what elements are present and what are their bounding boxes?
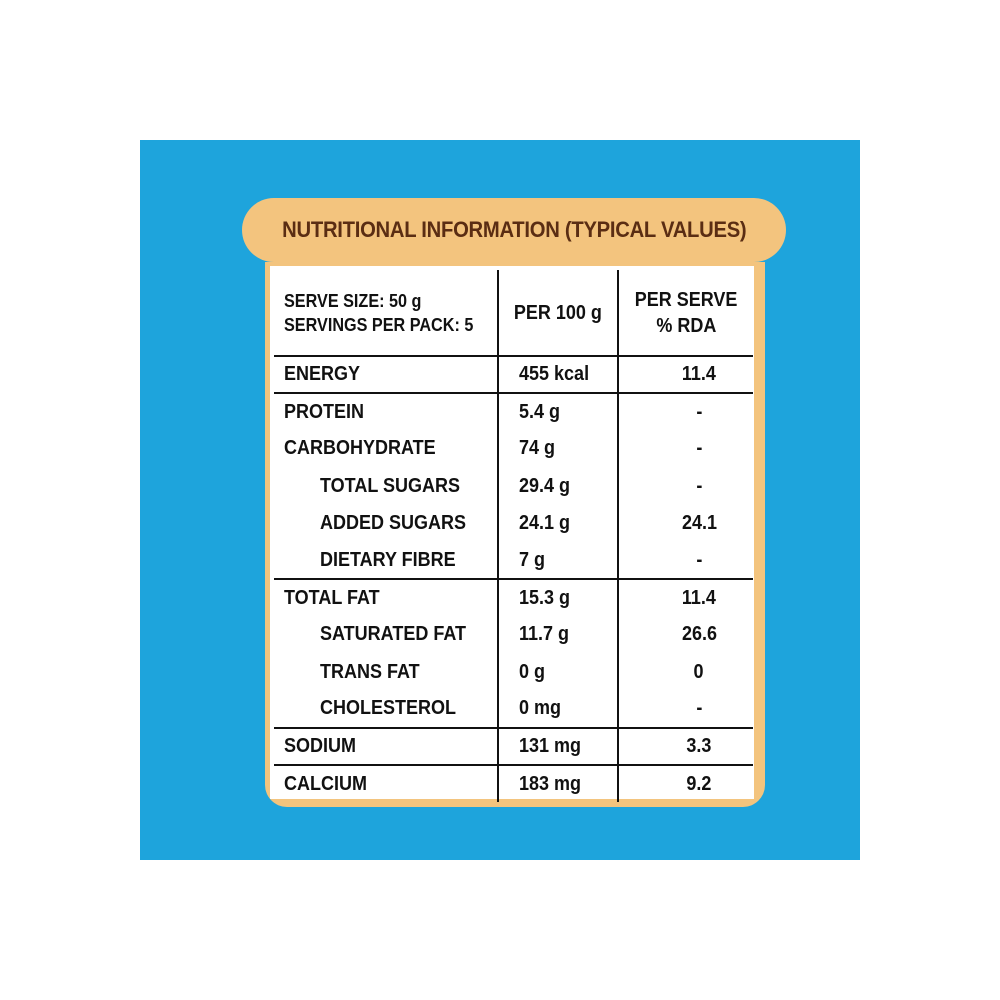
nutrient-name: TOTAL SUGARS — [320, 474, 461, 497]
nutrition-label-body: SERVE SIZE: 50 g SERVINGS PER PACK: 5 PE… — [270, 266, 754, 803]
per-100g-value: 0 mg — [519, 697, 562, 720]
table-row-total-sugars: TOTAL SUGARS 29.4 g - — [274, 467, 753, 505]
label-title: NUTRITIONAL INFORMATION (TYPICAL VALUES) — [281, 217, 747, 242]
per-100g-value: 15.3 g — [519, 586, 571, 609]
per-serve-rda-header: PER SERVE % RDA — [618, 270, 753, 357]
table-header-row: SERVE SIZE: 50 g SERVINGS PER PACK: 5 PE… — [274, 270, 753, 357]
table-row-calcium: CALCIUM 183 mg 9.2 — [274, 764, 753, 803]
per-100g-value: 0 g — [519, 660, 546, 683]
nutrient-name: PROTEIN — [284, 400, 365, 423]
table-row-total-fat: TOTAL FAT 15.3 g 11.4 — [274, 578, 753, 617]
serve-size-label: SERVE SIZE: 50 g — [284, 290, 422, 311]
table-row-protein: PROTEIN 5.4 g - — [274, 392, 753, 431]
nutrition-label-card: SERVE SIZE: 50 g SERVINGS PER PACK: 5 PE… — [265, 262, 765, 807]
nutrient-name: TRANS FAT — [320, 660, 420, 683]
table-row-sodium: SODIUM 131 mg 3.3 — [274, 726, 753, 766]
per-100g-value: 11.7 g — [519, 623, 570, 646]
title-banner: NUTRITIONAL INFORMATION (TYPICAL VALUES) — [242, 198, 786, 262]
serving-info-header: SERVE SIZE: 50 g SERVINGS PER PACK: 5 — [274, 270, 498, 357]
servings-per-pack-label: SERVINGS PER PACK: 5 — [284, 314, 474, 335]
per-100g-value: 29.4 g — [519, 474, 571, 497]
rda-value: 11.4 — [681, 363, 717, 386]
rda-value: 11.4 — [681, 586, 717, 609]
rda-value: - — [695, 697, 702, 720]
nutrient-name: SODIUM — [284, 734, 356, 757]
nutrient-name: ADDED SUGARS — [320, 511, 467, 534]
table-row-cholesterol: CHOLESTEROL 0 mg - — [274, 690, 753, 728]
nutrient-name: ENERGY — [284, 363, 361, 386]
per-100g-value: 131 mg — [519, 734, 582, 757]
rda-value: 3.3 — [686, 734, 712, 757]
nutrition-table: SERVE SIZE: 50 g SERVINGS PER PACK: 5 PE… — [274, 270, 753, 803]
table-row-energy: ENERGY 455 kcal 11.4 — [274, 356, 753, 394]
per-100g-value: 24.1 g — [519, 511, 571, 534]
per-100g-value: 7 g — [519, 548, 546, 571]
rda-value: - — [695, 474, 702, 497]
rda-value: - — [695, 437, 702, 460]
rda-value: - — [695, 548, 702, 571]
rda-value: - — [695, 400, 702, 423]
table-row-carbohydrate: CARBOHYDRATE 74 g - — [274, 430, 753, 468]
per-100g-value: 183 mg — [519, 772, 582, 795]
per-100g-header: PER 100 g — [497, 270, 619, 357]
nutrient-name: SATURATED FAT — [320, 623, 466, 646]
nutrient-name: CARBOHYDRATE — [284, 437, 436, 460]
rda-value: 24.1 — [681, 511, 717, 534]
nutrient-name: TOTAL FAT — [284, 586, 380, 609]
table-row-trans-fat: TRANS FAT 0 g 0 — [274, 653, 753, 691]
per-100g-value: 74 g — [519, 437, 556, 460]
rda-label: % RDA — [655, 314, 716, 337]
rda-value: 26.6 — [681, 623, 717, 646]
table-row-dietary-fibre: DIETARY FIBRE 7 g - — [274, 541, 753, 580]
per-serve-label: PER SERVE — [634, 288, 738, 311]
nutrient-name: DIETARY FIBRE — [320, 548, 456, 571]
rda-value: 9.2 — [686, 772, 712, 795]
rda-value: 0 — [693, 660, 705, 683]
per-100g-value: 455 kcal — [519, 363, 590, 386]
nutrient-name: CALCIUM — [284, 772, 367, 795]
per-100g-value: 5.4 g — [519, 400, 561, 423]
table-row-added-sugars: ADDED SUGARS 24.1 g 24.1 — [274, 504, 753, 542]
table-row-saturated-fat: SATURATED FAT 11.7 g 26.6 — [274, 616, 753, 654]
nutrient-name: CHOLESTEROL — [320, 697, 457, 720]
